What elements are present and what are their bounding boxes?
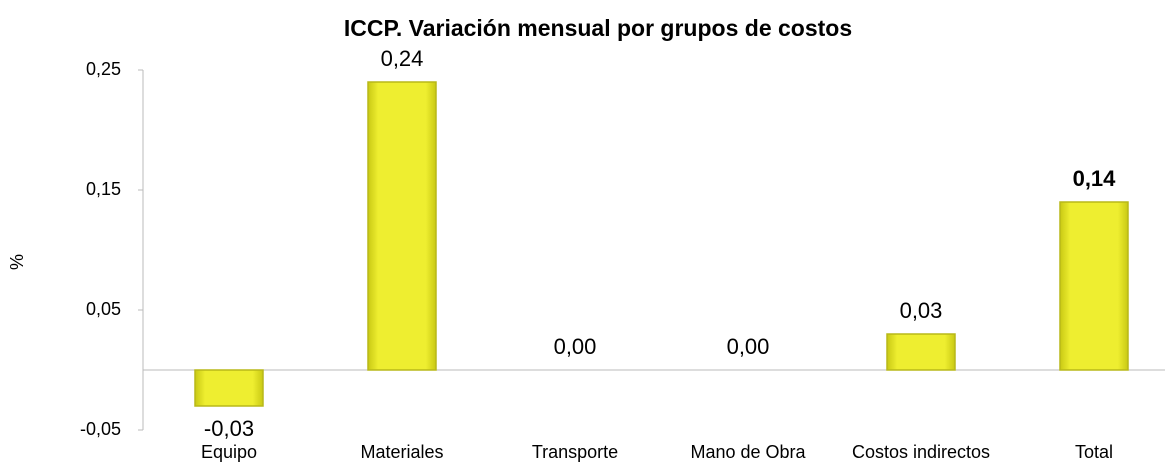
bar	[1059, 201, 1129, 371]
value-label: 0,03	[900, 298, 943, 323]
bar	[367, 81, 437, 371]
y-axis-label: %	[7, 254, 27, 270]
value-label: 0,24	[381, 46, 424, 71]
bar	[194, 369, 264, 407]
x-tick-label: Total	[1075, 442, 1113, 462]
x-tick-label: Transporte	[532, 442, 618, 462]
y-tick-label: 0,15	[86, 179, 121, 199]
x-tick-label: Mano de Obra	[690, 442, 806, 462]
x-tick-label: Costos indirectos	[852, 442, 990, 462]
x-tick-label: Materiales	[360, 442, 443, 462]
value-label: 0,14	[1073, 166, 1117, 191]
value-label: -0,03	[204, 416, 254, 441]
x-tick-label: Equipo	[201, 442, 257, 462]
value-label: 0,00	[727, 334, 770, 359]
bar	[886, 333, 956, 371]
y-tick-label: 0,25	[86, 59, 121, 79]
y-tick-label: 0,05	[86, 299, 121, 319]
y-tick-label: -0,05	[80, 419, 121, 439]
value-label: 0,00	[554, 334, 597, 359]
chart-title: ICCP. Variación mensual por grupos de co…	[344, 15, 852, 41]
